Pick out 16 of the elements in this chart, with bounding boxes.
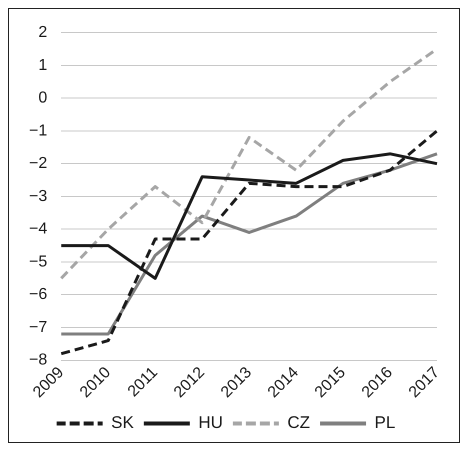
y-tick-label: −7 — [28, 318, 48, 336]
legend-label: HU — [198, 413, 223, 432]
legend-label: PL — [374, 413, 396, 432]
y-tick-label: 1 — [38, 56, 48, 74]
y-tick-label: −3 — [28, 188, 48, 205]
y-tick-label: 0 — [38, 90, 48, 107]
legend-label: CZ — [287, 413, 310, 432]
legend-label: SK — [111, 413, 134, 432]
y-tick-label: −2 — [28, 155, 48, 172]
line-series — [60, 129, 438, 356]
y-tick-label: −8 — [28, 352, 48, 369]
y-tick-label: −5 — [28, 253, 48, 270]
y-tick-label: −4 — [28, 220, 48, 238]
y-tick-label: 2 — [38, 24, 48, 42]
y-tick-label: −1 — [28, 122, 48, 140]
y-tick-label: −6 — [28, 286, 48, 304]
